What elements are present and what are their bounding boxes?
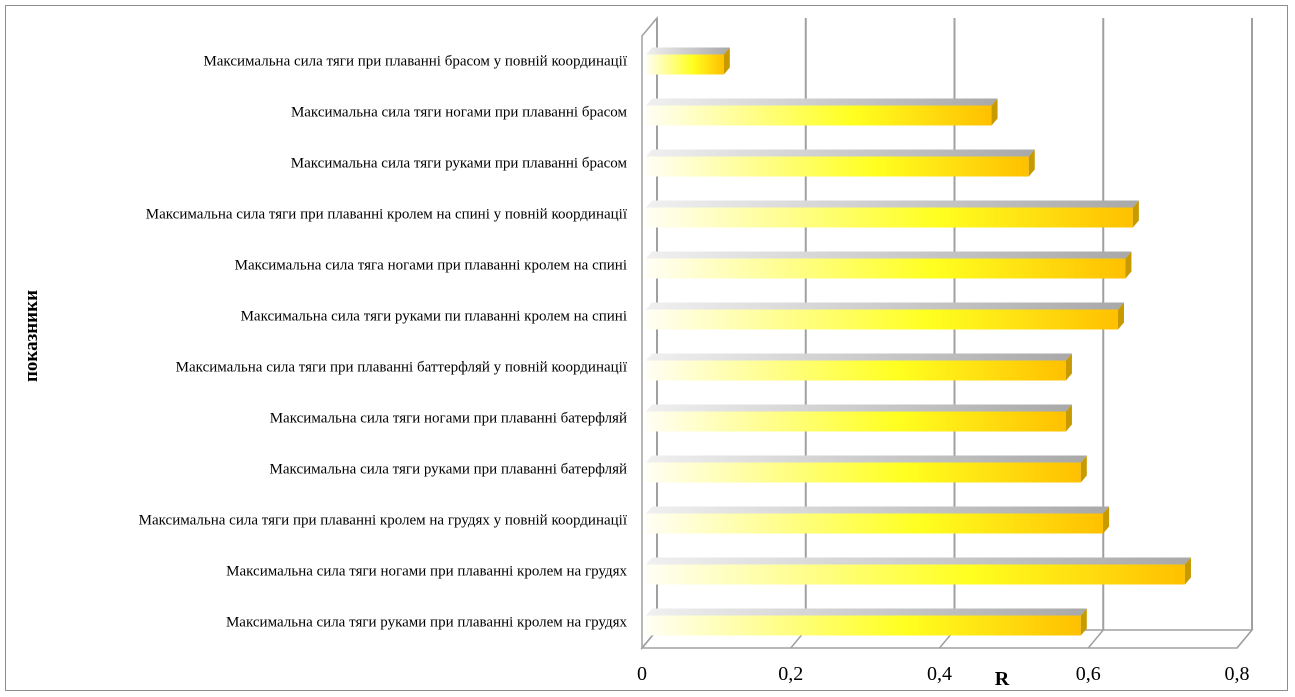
bar-top <box>646 302 1124 310</box>
bar-front <box>646 462 1081 483</box>
bar-end <box>1125 251 1132 279</box>
bar-end <box>1118 302 1124 330</box>
bar <box>646 506 1110 534</box>
category-label: Максимальна сила тяги руками при плаванн… <box>291 156 628 172</box>
category-label: Максимальна сила тяги ногами при плаванн… <box>226 564 627 580</box>
category-labels: Максимальна сила тяги при плаванні брасо… <box>139 54 628 631</box>
bar <box>646 302 1124 330</box>
bar-end <box>1080 455 1087 483</box>
bar-top <box>646 251 1132 259</box>
bar-front <box>646 360 1066 381</box>
x-axis-title: R <box>995 668 1010 690</box>
bar-end <box>1132 200 1139 228</box>
bar <box>646 557 1191 585</box>
gridline-floor <box>1087 629 1104 649</box>
bar-end <box>1103 506 1110 534</box>
bar-front <box>646 156 1029 177</box>
bar-front <box>646 513 1104 534</box>
bar-front <box>646 54 724 75</box>
bar-top <box>646 608 1087 616</box>
bar-end <box>1065 404 1072 432</box>
bar-top <box>646 200 1139 208</box>
bar-end <box>1028 149 1035 177</box>
bar-top <box>646 455 1087 463</box>
bar-front <box>646 411 1066 432</box>
bars <box>646 47 1191 636</box>
bar-top <box>646 47 730 55</box>
bar-end <box>1080 608 1087 636</box>
category-label: Максимальна сила тяги ногами при плаванн… <box>291 105 628 121</box>
bar-top <box>646 98 998 106</box>
bar <box>646 251 1132 279</box>
category-label: Максимальна сила тяги при плаванні батте… <box>176 360 628 376</box>
x-tick-label: 0,4 <box>927 663 952 685</box>
bar <box>646 200 1139 228</box>
bar <box>646 608 1087 636</box>
x-tick-label: 0,2 <box>778 663 803 685</box>
category-label: Максимальна сила тяги ногами при плаванн… <box>270 411 627 427</box>
category-label: Максимальна сила тяги руками пи плаванні… <box>241 309 627 325</box>
chart-plot: Максимальна сила тяги при плаванні брасо… <box>21 15 1254 690</box>
category-label: Максимальна сила тяги руками при плаванн… <box>226 615 628 631</box>
bar-top <box>646 404 1072 412</box>
x-tick-label: 0,8 <box>1225 663 1250 685</box>
chart-frame: Максимальна сила тяги при плаванні брасо… <box>5 5 1288 691</box>
bar <box>646 98 998 126</box>
bar <box>646 404 1072 432</box>
y-axis-title: показники <box>21 290 42 382</box>
category-label: Максимальна сила тяги при плаванні кроле… <box>146 207 628 223</box>
bar <box>646 455 1087 483</box>
bar-front <box>646 615 1081 636</box>
x-tick-label: 0,6 <box>1076 663 1101 685</box>
bar <box>646 149 1035 177</box>
bar <box>646 47 730 75</box>
bar-front <box>646 207 1133 228</box>
bar <box>646 353 1072 381</box>
bar-top <box>646 149 1035 157</box>
category-label: Максимальна сила тяга ногами при плаванн… <box>235 258 627 274</box>
category-label: Максимальна сила тяги руками при плаванн… <box>270 462 627 478</box>
category-label: Максимальна сила тяги при плаванні брасо… <box>203 54 627 70</box>
bar-top <box>646 506 1110 514</box>
bar-top <box>646 557 1191 565</box>
bar-front <box>646 309 1118 330</box>
category-label: Максимальна сила тяги при плаванні кроле… <box>139 513 628 529</box>
bar-front <box>646 564 1185 585</box>
gridline-floor <box>1236 629 1253 649</box>
bar-top <box>646 353 1072 361</box>
bar-front <box>646 258 1126 279</box>
bar-front <box>646 105 992 126</box>
bar-end <box>1065 353 1072 381</box>
tick-labels: 0 0,2 0,4 0,6 0,8 <box>637 663 1250 685</box>
bar-end <box>1184 557 1191 585</box>
bar-end <box>723 47 730 75</box>
bar-end <box>991 98 998 126</box>
x-tick-label: 0 <box>637 663 647 685</box>
